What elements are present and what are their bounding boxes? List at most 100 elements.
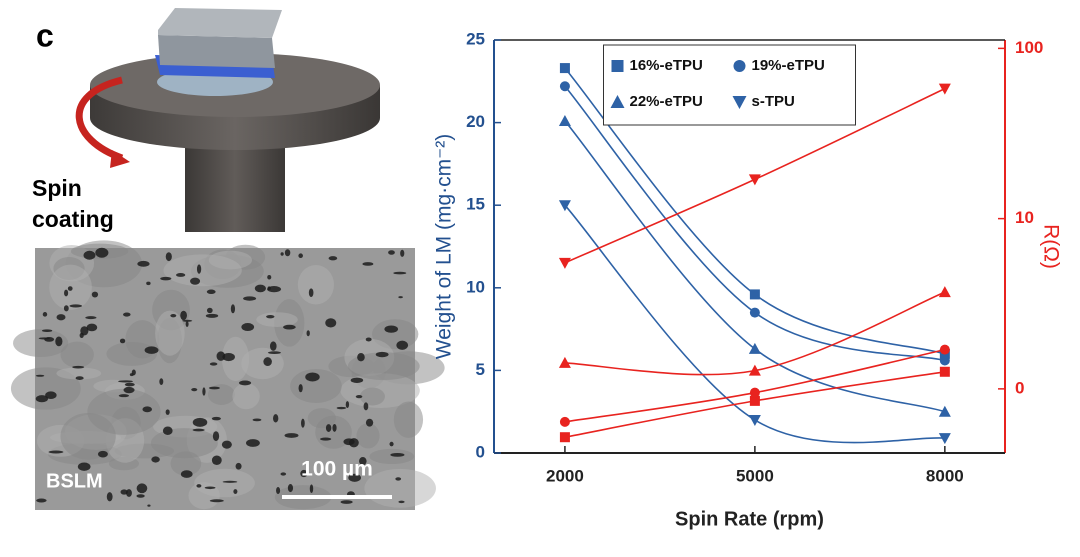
sem-pore: [390, 452, 405, 457]
sem-pore: [287, 484, 294, 493]
illustration-label: Spin: [32, 175, 82, 201]
sem-pore: [126, 489, 132, 497]
sem-pore: [106, 492, 113, 502]
sem-pore: [147, 504, 151, 507]
sem-pore: [348, 473, 361, 482]
sem-pore: [336, 406, 347, 410]
series-line: [564, 348, 946, 423]
sem-pore: [208, 386, 220, 390]
sem-pore: [222, 352, 235, 362]
series-line: [564, 120, 946, 413]
sem-pore: [298, 384, 303, 393]
sem-texture: [60, 412, 116, 460]
marker: [749, 307, 760, 318]
sem-pore: [83, 250, 96, 260]
sem-pore: [398, 296, 403, 299]
sem-pore: [136, 483, 148, 494]
sem-pore: [359, 457, 367, 466]
sem-pore: [332, 423, 337, 432]
y-tick-label: 5: [476, 360, 485, 379]
sem-texture: [356, 423, 380, 449]
sem-pore: [91, 291, 99, 298]
y-tick-label: 10: [466, 277, 485, 296]
marker: [559, 63, 570, 74]
sem-pore: [350, 377, 364, 383]
sem-pore: [365, 337, 372, 342]
sem-texture: [13, 329, 69, 358]
marker: [748, 414, 761, 426]
sem-texture: [393, 401, 424, 438]
sem-pore: [170, 313, 177, 318]
sem-pore: [119, 338, 126, 344]
sem-pore: [308, 288, 314, 297]
sem-pore: [180, 310, 187, 321]
x-tick-label: 5000: [736, 466, 774, 485]
sem-pore: [182, 319, 193, 322]
sem-pore: [384, 325, 399, 333]
sem-pore: [395, 477, 402, 481]
sem-pore: [142, 406, 152, 413]
sem-pore: [276, 487, 281, 495]
image-label: BSLM: [46, 470, 103, 492]
y2-tick-label: 0: [1015, 378, 1024, 397]
sem-pore: [180, 470, 193, 478]
x-tick-label: 8000: [926, 466, 964, 485]
sem-pore: [233, 489, 238, 494]
legend-box: [603, 44, 856, 126]
sem-pore: [202, 387, 206, 396]
sem-pore: [205, 313, 219, 318]
sem-pore: [86, 323, 98, 332]
sem-pore: [365, 418, 374, 427]
sem-pore: [400, 249, 405, 257]
sem-pore: [123, 312, 131, 317]
sem-pore: [305, 372, 320, 382]
marker: [749, 387, 760, 398]
sem-pore: [129, 373, 134, 377]
sem-pore: [355, 395, 363, 399]
y-tick-label: 15: [466, 195, 485, 214]
sem-texture: [60, 341, 94, 368]
sem-pore: [63, 305, 69, 312]
sem-pore: [280, 472, 287, 476]
chart: 2000 5000 8000 0 5 10 15 20 25 0 10 100 Spin Rate (r…: [433, 29, 1063, 530]
sem-pore: [241, 323, 255, 332]
sem-texture: [208, 250, 253, 270]
sem-pore: [192, 417, 208, 427]
marker: [749, 395, 760, 406]
x-axis-label: Spin Rate (rpm): [675, 508, 824, 530]
sem-pore: [389, 441, 394, 447]
sem-pore: [309, 484, 314, 493]
sem-pore: [357, 353, 365, 362]
marker: [938, 83, 951, 95]
sem-pore: [267, 275, 272, 280]
marker: [938, 433, 951, 445]
marker: [749, 289, 760, 300]
sem-pore: [211, 455, 222, 465]
sem-pore: [266, 314, 275, 319]
sem-pore: [118, 394, 130, 398]
sem-pore: [124, 382, 135, 387]
series-line: [564, 85, 946, 362]
sem-pore: [165, 409, 170, 415]
marker: [938, 286, 951, 298]
sem-texture: [241, 347, 284, 380]
marker: [558, 200, 571, 212]
marker: [558, 257, 571, 269]
sem-pore: [252, 418, 262, 422]
sem-pore: [235, 462, 242, 470]
y2-tick-label: 10: [1015, 208, 1034, 227]
sem-annotations: BSLM 100 µm: [46, 458, 392, 499]
sem-pore: [144, 346, 159, 354]
marker: [558, 356, 571, 368]
sem-pore: [209, 499, 224, 503]
marker: [748, 174, 761, 186]
marker: [559, 416, 570, 427]
sem-pore: [35, 395, 49, 403]
sem-pore: [162, 426, 173, 436]
sem-pore: [222, 480, 238, 483]
sem-pore: [245, 439, 260, 447]
sem-pore: [160, 276, 172, 281]
marker: [748, 364, 761, 376]
x-tick-label: 2000: [546, 466, 584, 485]
